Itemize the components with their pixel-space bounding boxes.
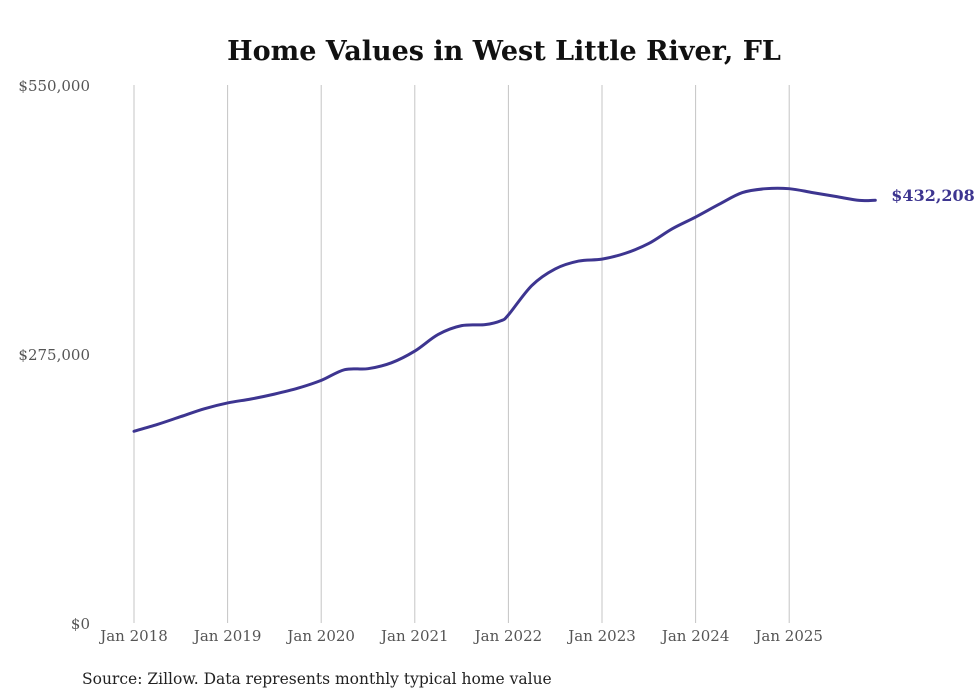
data-point [624,252,627,255]
x-axis-ticks: Jan 2018 Jan 2019 Jan 2020 Jan 2021 Jan 2022… [98,627,823,645]
data-point [507,313,510,316]
data-point [764,187,767,190]
x-tick-label: Jan 2022 [473,627,543,645]
data-point [499,319,502,322]
data-point [874,199,877,202]
y-tick-label: $275,000 [18,346,90,364]
data-point [460,324,463,327]
source-note: Source: Zillow. Data represents monthly … [82,670,552,688]
end-value-label: $432,208 [891,186,975,205]
data-point [835,195,838,198]
series-layer: $432,208 [132,186,975,433]
data-point [133,430,136,433]
data-point [530,284,533,287]
data-point [273,393,276,396]
data-point [788,187,791,190]
data-point [811,191,814,194]
x-tick-label: Jan 2021 [379,627,449,645]
data-point [343,368,346,371]
data-point [320,379,323,382]
gridlines [133,85,790,623]
x-tick-label: Jan 2025 [753,627,823,645]
data-point [554,267,557,270]
data-point [601,258,604,261]
data-point [694,216,697,219]
y-tick-label: $550,000 [18,77,90,95]
y-tick-label: $0 [71,615,90,633]
chart-title: Home Values in West Little River, FL [227,36,781,67]
data-point [390,361,393,364]
data-point [858,199,861,202]
data-point [437,333,440,336]
x-tick-label: Jan 2024 [660,627,730,645]
data-point [296,387,299,390]
data-point [179,415,182,418]
x-tick-label: Jan 2019 [192,627,262,645]
x-tick-label: Jan 2018 [98,627,168,645]
data-point [577,260,580,263]
data-point [741,191,744,194]
y-axis-ticks: $0 $275,000 $550,000 [18,77,90,633]
data-point [250,397,253,400]
data-point [718,203,721,206]
series-line-home-value [132,186,877,433]
x-tick-label: Jan 2020 [285,627,355,645]
data-point [156,423,159,426]
x-tick-label: Jan 2023 [566,627,636,645]
data-point [671,227,674,230]
data-point [203,407,206,410]
data-point [647,242,650,245]
data-point [484,323,487,326]
data-point [226,401,229,404]
data-point [413,350,416,353]
data-point [367,367,370,370]
